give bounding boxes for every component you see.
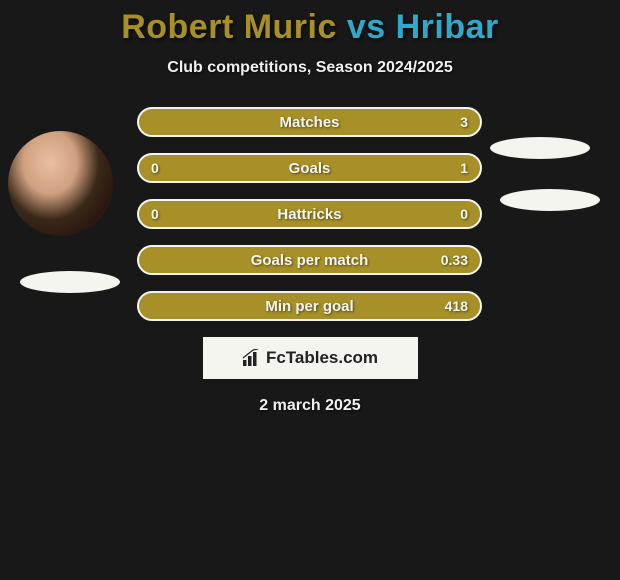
stat-label: Min per goal — [265, 298, 353, 315]
stat-bars: Matches 3 0 Goals 1 0 Hattricks 0 Goals … — [137, 107, 482, 321]
comparison-title: Robert Muric vs Hribar — [0, 0, 620, 47]
stat-left-value: 0 — [151, 206, 159, 222]
stat-label: Matches — [279, 114, 339, 131]
stat-right-value: 3 — [460, 114, 468, 130]
player2-oval-1 — [490, 137, 590, 159]
logo-text: FcTables.com — [266, 348, 378, 368]
fctables-logo[interactable]: FcTables.com — [203, 337, 418, 379]
player2-oval-2 — [500, 189, 600, 211]
bar-chart-icon — [242, 349, 262, 367]
stat-label: Goals — [289, 160, 331, 177]
player1-name-oval — [20, 271, 120, 293]
stat-bar: 0 Hattricks 0 — [137, 199, 482, 229]
stat-label: Goals per match — [251, 252, 369, 269]
stat-label: Hattricks — [277, 206, 341, 223]
stat-right-value: 0.33 — [441, 252, 468, 268]
player1-avatar — [8, 131, 113, 236]
stat-bar: 0 Goals 1 — [137, 153, 482, 183]
content-area: Matches 3 0 Goals 1 0 Hattricks 0 Goals … — [0, 107, 620, 415]
stat-right-value: 1 — [460, 160, 468, 176]
stat-right-value: 418 — [445, 298, 468, 314]
stat-bar: Goals per match 0.33 — [137, 245, 482, 275]
stat-right-value: 0 — [460, 206, 468, 222]
date-text: 2 march 2025 — [0, 397, 620, 415]
vs-text: vs — [337, 8, 396, 46]
player1-name: Robert Muric — [121, 8, 337, 46]
stat-bar: Matches 3 — [137, 107, 482, 137]
player2-name: Hribar — [396, 8, 499, 46]
subtitle: Club competitions, Season 2024/2025 — [0, 59, 620, 77]
stat-bar: Min per goal 418 — [137, 291, 482, 321]
stat-left-value: 0 — [151, 160, 159, 176]
